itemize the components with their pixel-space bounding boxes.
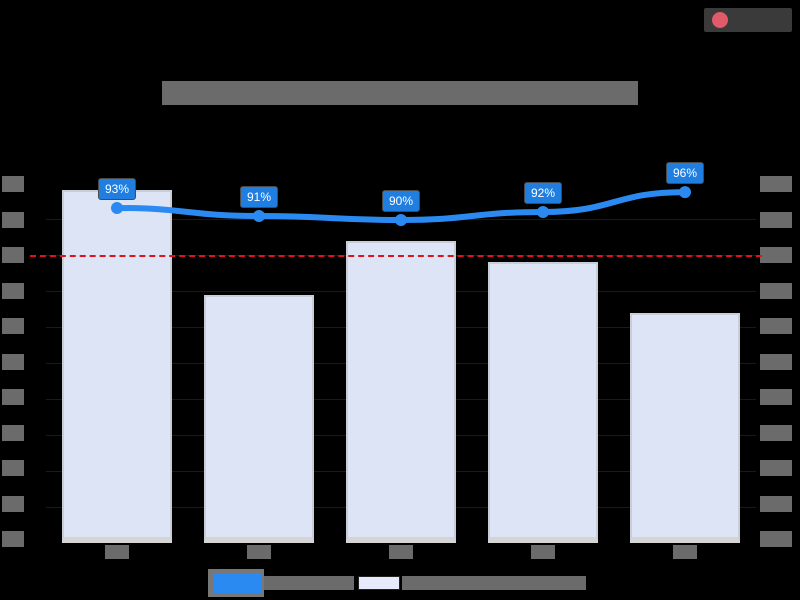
bar — [346, 240, 456, 543]
legend-bar-label — [402, 576, 586, 590]
left-axis-tick-label — [2, 389, 24, 405]
left-axis-tick-label — [2, 176, 24, 192]
left-axis-tick-label — [2, 495, 24, 512]
data-label: 96% — [665, 162, 705, 185]
x-axis-category-label — [673, 545, 697, 559]
right-axis-tick-label — [760, 353, 792, 370]
x-axis-category-label — [531, 545, 555, 559]
right-axis-tick-label — [760, 495, 792, 512]
data-label: 91% — [239, 186, 279, 208]
left-axis-tick-label — [2, 247, 24, 263]
right-axis-tick-label — [760, 282, 792, 299]
plot-area: 93% 91% 90% 92% 96% — [30, 162, 762, 543]
chart-title-redacted — [162, 81, 638, 105]
legend-line-swatch — [214, 573, 262, 593]
legend — [208, 569, 586, 597]
data-label: 90% — [381, 190, 421, 212]
line-point — [679, 186, 691, 199]
right-axis-tick-label — [760, 247, 792, 263]
bar — [488, 262, 598, 543]
logo-mark-icon — [712, 12, 728, 28]
left-axis-tick-label — [2, 318, 24, 334]
left-axis-tick-label — [2, 424, 24, 441]
data-label: 93% — [97, 178, 137, 200]
data-label: 92% — [523, 182, 563, 204]
right-axis-tick-label — [760, 318, 792, 334]
right-axis-tick-label — [760, 176, 792, 192]
line-series — [111, 186, 691, 226]
right-axis-tick-label — [760, 424, 792, 441]
line-point — [395, 214, 407, 226]
x-axis-category-label — [247, 545, 271, 559]
left-axis-tick-label — [2, 531, 24, 547]
reference-line — [30, 255, 762, 257]
right-axis-tick-label — [760, 211, 792, 228]
legend-line-label — [264, 576, 354, 590]
line-point — [253, 210, 265, 222]
brand-logo — [704, 8, 792, 32]
legend-bar-swatch — [358, 576, 400, 590]
right-axis-tick-label — [760, 389, 792, 405]
bar — [62, 190, 172, 543]
left-axis-tick-label — [2, 282, 24, 299]
right-axis-tick-label — [760, 531, 792, 547]
line-point — [111, 202, 123, 214]
x-axis-category-label — [389, 545, 413, 559]
bar — [630, 312, 740, 543]
left-axis-tick-label — [2, 211, 24, 228]
left-axis-tick-label — [2, 353, 24, 370]
x-axis-category-label — [105, 545, 129, 559]
bar — [204, 294, 314, 543]
right-axis-tick-label — [760, 460, 792, 476]
left-axis-tick-label — [2, 460, 24, 476]
line-point — [537, 206, 549, 218]
